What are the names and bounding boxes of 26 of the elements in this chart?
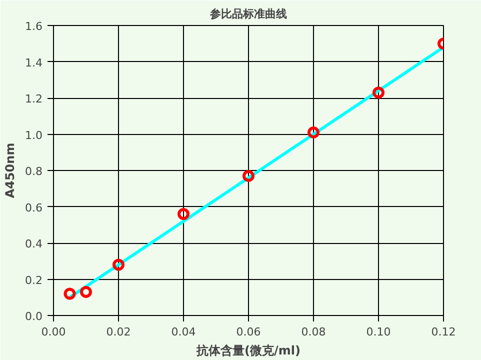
y-tick-label: 1.0 — [25, 128, 43, 142]
y-tick-label: 1.2 — [25, 92, 43, 106]
y-tick-label: 1.6 — [25, 20, 43, 33]
y-tick-label: 0.4 — [25, 238, 43, 250]
point — [80, 286, 92, 298]
point — [372, 86, 384, 99]
y-tick-label: 0.6 — [25, 201, 43, 214]
y-tick-label: 0.0 — [25, 310, 43, 323]
y-axis-title: A450nm — [3, 142, 18, 198]
point — [308, 126, 320, 138]
x-tick-label: 0.08 — [301, 326, 326, 338]
point — [178, 208, 190, 220]
x-tick-label: 0.12 — [431, 326, 456, 338]
point — [64, 288, 76, 300]
x-tick-label: 0.00 — [41, 326, 66, 338]
chart-title: 参比品标准曲线 — [209, 8, 287, 20]
x-tick-label: 0.10 — [366, 326, 391, 338]
x-axis-title: 抗体含量(微克/ml) — [196, 344, 300, 358]
x-tick-label: 0.06 — [236, 326, 261, 338]
y-tick-label: 0.2 — [25, 274, 43, 287]
y-tick-label: 1.4 — [25, 56, 43, 70]
point — [112, 258, 124, 271]
x-tick-label: 0.04 — [171, 326, 196, 338]
x-tick-label: 0.02 — [106, 326, 131, 338]
point — [242, 170, 254, 182]
y-tick-label: 0.8 — [25, 165, 43, 178]
